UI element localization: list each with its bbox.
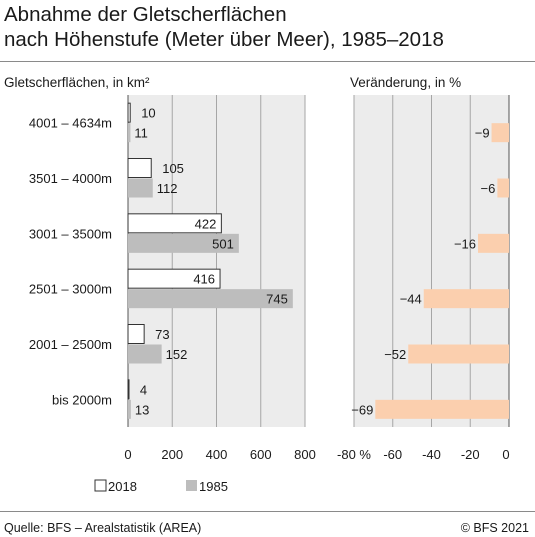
bar-2018 [127,268,221,289]
bar-1985 [128,289,293,309]
change-value-label: −52 [384,347,406,362]
bar-2018 [127,324,145,344]
change-value-label: −6 [481,181,496,196]
bar-1985 [128,233,239,253]
change-bar [491,123,509,143]
legend-swatch-2018 [94,479,107,492]
value-label-1985: 11 [134,126,148,141]
category-label: 3001 – 3500m [29,226,112,241]
source-note: Quelle: BFS – Arealstatistik (AREA) [4,521,202,535]
value-label-2018: 10 [141,106,155,121]
category-label: 2001 – 2500m [29,337,112,352]
category-label: bis 2000m [52,392,112,407]
bar-1985 [128,178,153,198]
left-tick-label: 400 [206,447,228,462]
value-label-2018: 416 [193,272,215,287]
legend-label-2018: 2018 [108,479,137,494]
title-line-2: nach Höhenstufe (Meter über Meer), 1985–… [4,28,444,51]
right-tick-label: -80 % [337,447,371,462]
legend-swatch-1985 [186,480,197,491]
left-tick-label: 0 [124,447,131,462]
change-value-label: −44 [400,292,422,307]
value-label-2018: 73 [155,327,169,342]
value-label-2018: 4 [140,382,147,397]
title-line-1: Abnahme der Gletscherflächen [4,3,287,26]
bar-2018 [127,102,131,123]
right-tick-label: 0 [502,447,509,462]
right-tick-label: -60 [383,447,402,462]
category-label: 2501 – 3000m [29,282,112,297]
right-tick-label: -40 [422,447,441,462]
value-label-1985: 112 [157,181,178,196]
change-bar [423,289,509,309]
copyright-note: © BFS 2021 [460,521,529,535]
bar-2018 [127,213,222,234]
bar-1985 [128,344,162,364]
value-label-1985: 745 [266,292,288,307]
bar-1985 [128,399,131,419]
change-bar [408,344,509,364]
title-rule [0,61,535,62]
left-tick-label: 800 [294,447,316,462]
change-value-label: −16 [454,236,476,251]
change-bar [375,399,509,419]
legend-label-1985: 1985 [199,479,228,494]
right-tick-label: -20 [461,447,480,462]
change-value-label: −9 [475,126,490,141]
bar-2018 [127,158,152,178]
bar-2018 [127,379,130,400]
left-tick-label: 600 [250,447,272,462]
right-panel-title: Veränderung, in % [350,75,462,90]
left-panel-title: Gletscherflächen, in km² [4,75,150,90]
footer-rule [0,511,535,512]
value-label-2018: 105 [162,161,184,176]
category-label: 4001 – 4634m [29,116,112,131]
bar-1985 [128,123,131,143]
change-value-label: −69 [351,402,373,417]
value-label-2018: 422 [195,216,217,231]
value-label-1985: 501 [212,236,234,251]
value-label-1985: 152 [166,347,188,362]
change-bar [497,178,509,198]
chart-title: Abnahme der Gletscherflächen nach Höhens… [4,2,444,52]
value-label-1985: 13 [135,402,149,417]
left-tick-label: 200 [161,447,183,462]
change-bar [478,233,509,253]
category-label: 3501 – 4000m [29,171,112,186]
